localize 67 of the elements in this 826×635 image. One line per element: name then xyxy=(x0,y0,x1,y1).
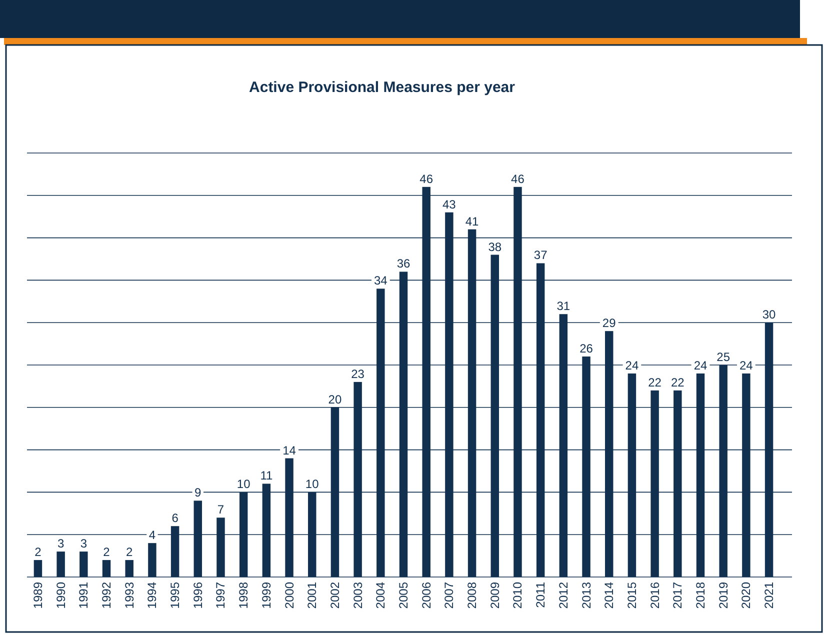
data-label: 2 xyxy=(34,545,42,560)
data-label: 22 xyxy=(670,375,685,390)
x-tick-label: 2002 xyxy=(328,582,342,609)
data-label: 2 xyxy=(103,545,110,560)
data-label: 26 xyxy=(580,342,594,356)
data-label: 6 xyxy=(172,511,179,526)
x-tick-label: 2018 xyxy=(693,582,708,609)
data-label: 24 xyxy=(625,358,639,372)
data-label: 9 xyxy=(194,486,202,500)
data-label: 2 xyxy=(126,545,134,560)
data-label: 41 xyxy=(465,214,480,228)
x-tick-label: 1990 xyxy=(54,582,68,609)
x-tick-label: 2006 xyxy=(419,582,434,609)
data-label: 38 xyxy=(488,240,502,254)
data-label: 22 xyxy=(648,375,662,390)
x-tick-label: 1999 xyxy=(259,582,274,609)
data-label: 46 xyxy=(420,172,434,186)
x-tick-label: 1994 xyxy=(145,582,160,609)
x-tick-label: 2000 xyxy=(282,582,296,609)
data-label: 43 xyxy=(442,197,456,212)
data-label: 29 xyxy=(602,316,616,330)
x-tick-label: 2009 xyxy=(488,582,502,609)
data-label: 24 xyxy=(740,358,754,372)
chart-title: Active Provisional Measures per year xyxy=(249,79,516,96)
x-tick-label: 2016 xyxy=(648,582,662,609)
x-tick-label: 1996 xyxy=(190,582,205,609)
x-tick-label: 2021 xyxy=(762,582,776,609)
x-tick-label: 1992 xyxy=(100,582,114,609)
x-tick-label: 2019 xyxy=(716,582,730,609)
data-label: 3 xyxy=(80,536,88,551)
data-label: 37 xyxy=(534,248,548,262)
x-tick-label: 1995 xyxy=(168,582,182,609)
x-tick-label: 1998 xyxy=(236,582,251,609)
x-tick-label: 2005 xyxy=(396,582,410,609)
data-label: 30 xyxy=(762,308,776,322)
data-label: 24 xyxy=(694,358,708,372)
data-label: 11 xyxy=(260,468,273,483)
x-tick-label: 1993 xyxy=(122,582,136,609)
x-tick-label: 1997 xyxy=(214,582,228,609)
x-tick-label: 2015 xyxy=(624,582,639,609)
data-label: 31 xyxy=(556,299,570,314)
data-label: 34 xyxy=(374,274,388,288)
data-label: 14 xyxy=(282,443,296,458)
data-label: 25 xyxy=(716,350,730,364)
data-label: 4 xyxy=(148,528,156,542)
x-tick-label: 2001 xyxy=(305,582,320,609)
data-label: 10 xyxy=(236,477,251,492)
x-tick-label: 2003 xyxy=(350,582,365,609)
data-label: 46 xyxy=(511,172,525,186)
data-label: 23 xyxy=(351,366,365,381)
data-label: 20 xyxy=(328,392,342,406)
data-label: 7 xyxy=(217,502,224,517)
x-tick-label: 2010 xyxy=(510,582,525,609)
data-label: 10 xyxy=(305,477,320,492)
x-tick-label: 2004 xyxy=(374,582,388,609)
x-tick-label: 2011 xyxy=(534,582,548,608)
data-label: 36 xyxy=(396,256,410,271)
x-tick-label: 2007 xyxy=(442,582,456,609)
x-tick-label: 2014 xyxy=(602,582,616,609)
x-tick-label: 1991 xyxy=(76,582,91,609)
x-tick-label: 1989 xyxy=(30,582,45,609)
x-tick-label: 2013 xyxy=(579,582,594,609)
x-tick-label: 2008 xyxy=(465,582,480,609)
x-tick-label: 2012 xyxy=(556,582,570,609)
data-label: 3 xyxy=(57,536,64,551)
x-tick-label: 2020 xyxy=(739,582,754,609)
x-tick-label: 2017 xyxy=(670,582,685,609)
